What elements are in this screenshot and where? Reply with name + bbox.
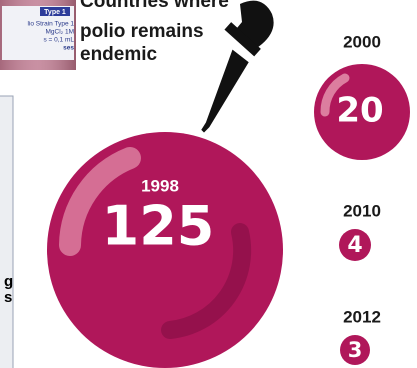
year: 2010 <box>343 201 381 220</box>
label-line: lio Strain Type 1 <box>28 21 75 28</box>
circle-2010 <box>339 229 371 261</box>
year: 2012 <box>343 307 381 326</box>
label-line: MgCl₂ 1M <box>45 29 74 36</box>
count: 20 <box>336 91 383 131</box>
dropper <box>198 0 274 136</box>
count: 4 <box>347 233 362 258</box>
title-line: Countries where <box>80 0 229 12</box>
label-line: s = 0,1 mL <box>43 37 74 44</box>
circle-2012 <box>340 335 370 365</box>
badge: Type 1 <box>44 9 66 16</box>
label-line: ses <box>63 45 74 52</box>
vial-photo: Type 1 lio Strain Type 1 MgCl₂ 1M s = 0,… <box>0 0 76 70</box>
circle-2000: 20 <box>314 64 410 160</box>
count: 3 <box>348 338 363 362</box>
count: 125 <box>102 195 215 258</box>
side-text: s <box>4 289 12 306</box>
circle-1998: 1998 125 <box>47 132 283 368</box>
title-line: endemic <box>80 44 158 65</box>
year: 1998 <box>141 176 179 195</box>
side-text: g <box>4 273 13 290</box>
year: 2000 <box>343 32 381 51</box>
side-panel <box>0 95 14 368</box>
title-line: polio remains <box>80 21 204 42</box>
